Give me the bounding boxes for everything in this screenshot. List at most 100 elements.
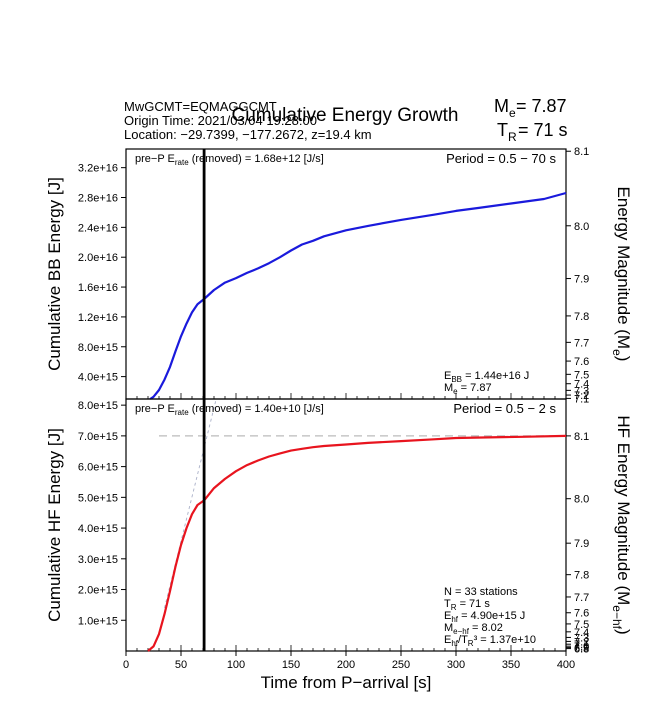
- stat-line: TR = 71 s: [444, 598, 490, 612]
- y2-tick-label: 7.9: [574, 274, 589, 286]
- y2-axis-label-main: HF Energy Magnitude (M: [614, 415, 633, 605]
- y2-tick-label: 8.0: [574, 494, 589, 506]
- stat-rest2: ³ = 1.37e+10: [474, 634, 536, 646]
- stat-sub: hf: [451, 639, 458, 648]
- x-tick-label: 300: [447, 659, 465, 671]
- x-tick-label: 250: [392, 659, 410, 671]
- stat-line: Ehf = 4.90e+15 J: [444, 610, 525, 624]
- y2-tick-label: 7.1: [574, 639, 589, 651]
- y2-tick-label: 6.9: [574, 643, 589, 655]
- x-tick-label: 100: [227, 659, 245, 671]
- y2-tick-label: 7.4: [574, 379, 589, 391]
- y2-axis-label-close: ): [614, 629, 633, 635]
- y2-tick-label: 7.8: [574, 311, 589, 323]
- stat-main: N = 33 stations: [444, 586, 518, 598]
- y-tick-label: 8.0e+15: [78, 400, 118, 412]
- stat-sub: hf: [451, 615, 458, 624]
- annotation-sub: rate: [175, 408, 189, 417]
- hf-energy-panel: 1.0e+15 2.0e+15 3.0e+15 4.0e+15 5.0e+15 6.0e+…: [45, 398, 633, 692]
- svg-text:M: M: [494, 96, 509, 116]
- y2-axis-label-sub: e−hf: [610, 605, 624, 629]
- stat-main: E: [444, 610, 451, 622]
- stat-sub: e: [453, 387, 458, 396]
- x-tick-label: 350: [502, 659, 520, 671]
- y2-tick-label: 8.1: [574, 431, 589, 443]
- stat-rest: = 71 s: [457, 598, 491, 610]
- annotation-main: pre−P E: [135, 403, 175, 415]
- header-line-location: Location: −29.7399, −177.2672, z=19.4 km: [124, 127, 372, 142]
- y2-tick-label: 7.9: [574, 538, 589, 550]
- header-line-model: MwGCMT=EQMAGGCMT: [124, 99, 277, 114]
- y2-tick-label: 7.3: [574, 385, 589, 397]
- y2-axis-label-sub: e: [610, 349, 624, 356]
- y2-tick-label: 7.2: [574, 636, 589, 648]
- y-tick-label: 2.0e+15: [78, 585, 118, 597]
- y-axis-label: Cumulative HF Energy [J]: [45, 428, 64, 622]
- y-axis-label: Cumulative BB Energy [J]: [45, 177, 64, 371]
- y2-tick-label: 7.6: [574, 356, 589, 368]
- x-tick-label: 0: [123, 659, 129, 671]
- stat-line: Me−hf = 8.02: [444, 622, 503, 636]
- annotation-rest: (removed) = 1.68e+12 [J/s]: [189, 153, 324, 165]
- me-value: = 7.87: [516, 96, 567, 116]
- y2-tick-label: 7.3: [574, 632, 589, 644]
- stat-main: T: [444, 598, 451, 610]
- plot-frame: [125, 148, 567, 400]
- y2-tick-label: 7.4: [574, 627, 589, 639]
- stat-rest: = 4.90e+15 J: [458, 610, 525, 622]
- x-tick-label: 50: [175, 659, 187, 671]
- stat-line: EBB = 1.44e+16 J: [444, 370, 529, 384]
- stat-line: Ehf/TR³ = 1.37e+10: [444, 634, 536, 648]
- y2-axis-label-close: ): [614, 356, 633, 362]
- period-label: Period = 0.5 − 70 s: [446, 151, 556, 166]
- y-tick-label: 1.2e+16: [78, 312, 118, 324]
- y2-tick-label: 8.1: [574, 146, 589, 158]
- y2-tick-label: 7.0: [574, 641, 589, 653]
- y2-axis-label: HF Energy Magnitude (Me−hf): [610, 415, 633, 634]
- x-axis-label: Time from P−arrival [s]: [261, 673, 432, 692]
- y-tick-label: 2.8e+16: [78, 193, 118, 205]
- stat-line: Me = 7.87: [444, 382, 492, 396]
- stat-sub: R: [451, 603, 457, 612]
- annotation-sub: rate: [175, 158, 189, 167]
- stat-main: E: [444, 634, 451, 646]
- y-tick-label: 3.0e+15: [78, 554, 118, 566]
- y-tick-label: 4.0e+15: [78, 523, 118, 535]
- header-line-origin: Origin Time: 2021/03/04 19:28:00: [124, 113, 317, 128]
- y-tick-label: 2.0e+16: [78, 252, 118, 264]
- stat-main: E: [444, 370, 451, 382]
- y2-tick-label: 7.1: [574, 393, 589, 405]
- svg-text:e: e: [509, 106, 516, 120]
- energy-curve: [149, 191, 567, 400]
- x-tick-label: 200: [337, 659, 355, 671]
- stat-main: M: [444, 382, 453, 394]
- y-tick-label: 8.0e+15: [78, 342, 118, 354]
- me-summary: M e = 7.87: [494, 96, 567, 120]
- y2-tick-label: 7.8: [574, 570, 589, 582]
- y2-tick-label: 7.5: [574, 369, 589, 381]
- stat-line: N = 33 stations: [444, 586, 518, 598]
- pre-p-rate-annotation: pre−P Erate (removed) = 1.68e+12 [J/s]: [135, 153, 324, 167]
- y2-tick-label: 7.7: [574, 592, 589, 604]
- y2-tick-label: 6.8: [574, 644, 589, 656]
- y2-tick-label: 7.2: [574, 390, 589, 402]
- y-tick-label: 5.0e+15: [78, 492, 118, 504]
- stat-rest: = 1.44e+16 J: [462, 370, 529, 382]
- stat-rest: = 7.87: [458, 382, 492, 394]
- energy-curve: [147, 434, 567, 652]
- y-tick-label: 7.0e+15: [78, 431, 118, 443]
- bb-energy-panel: 4.0e+15 8.0e+15 1.2e+16 1.6e+16 2.0e+16 2.4e+…: [45, 146, 633, 405]
- y2-axis-label: Energy Magnitude (Me): [610, 187, 633, 362]
- y2-tick-label: 7.7: [574, 337, 589, 349]
- y2-tick-label: 7.5: [574, 619, 589, 631]
- annotation-rest: (removed) = 1.40e+10 [J/s]: [189, 403, 324, 415]
- tr-summary: T R = 71 s: [497, 120, 568, 144]
- y-tick-label: 1.0e+15: [78, 615, 118, 627]
- tr-value: = 71 s: [518, 120, 568, 140]
- stat-sub: BB: [451, 375, 462, 384]
- y-tick-label: 1.6e+16: [78, 282, 118, 294]
- y-tick-label: 2.4e+16: [78, 222, 118, 234]
- annotation-main: pre−P E: [135, 153, 175, 165]
- y2-tick-label: 8.0: [574, 221, 589, 233]
